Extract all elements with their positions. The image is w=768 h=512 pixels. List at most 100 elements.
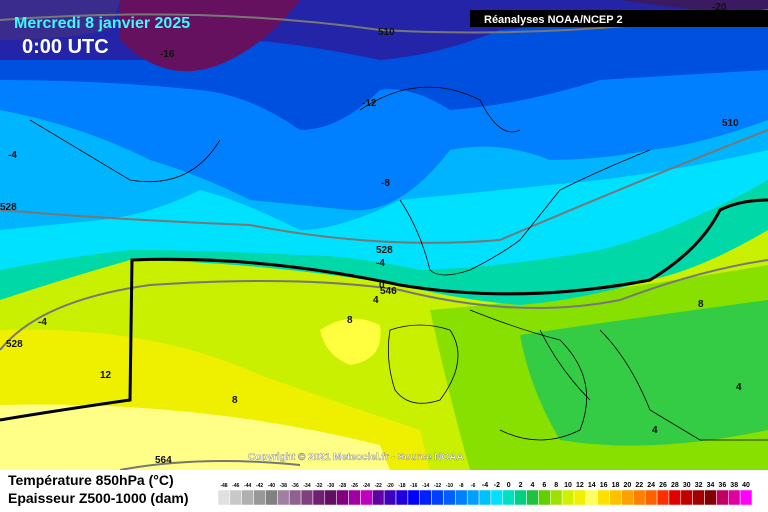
scale-label: 10 [564,482,572,489]
scale-label: -38 [280,483,287,489]
scale-swatch [419,489,432,506]
scale-swatch [217,489,231,506]
scale-swatch [585,489,598,506]
scale-label: 24 [647,482,655,489]
scale-swatch [312,489,326,506]
scale-label: -26 [351,483,358,489]
color-scale: -48 -46 -44 -42 -40 -38 -36 -34 -32 -30 -28 -26 -24 -… [217,482,753,506]
scale-label: -34 [303,483,310,489]
contour-label: 528 [6,339,23,350]
scale-swatch [431,489,444,506]
contour-label: 4 [652,425,658,436]
contour-label: 546 [380,286,397,297]
scale-label: 2 [519,482,523,489]
scale-swatch [300,489,314,506]
scale-swatch [561,489,575,506]
legend-thickness: Epaisseur Z500-1000 (dam) [8,490,189,506]
contour-label: 12 [100,370,112,381]
scale-label: -30 [327,483,334,489]
scale-swatch [395,489,409,506]
scale-label: 26 [659,482,667,489]
contour-label: 564 [155,455,172,466]
scale-swatch [288,489,302,506]
contour-label: 510 [378,27,395,38]
scale-label: 36 [718,482,726,489]
scale-swatch [383,489,397,506]
scale-label: 20 [624,482,632,489]
scale-swatch [692,489,705,506]
contour-label: 528 [376,245,393,256]
scale-label: -28 [339,483,346,489]
contour-label: -4 [8,150,17,161]
scale-label: 16 [600,482,608,489]
contour-label: -12 [362,98,377,109]
scale-label: -16 [410,483,417,489]
scale-swatch [739,489,753,506]
temperature-field [0,0,768,470]
scale-swatch [466,489,480,506]
scale-swatch [372,489,385,506]
scale-swatch [265,489,278,506]
scale-swatch [538,489,551,506]
scale-label: 22 [635,482,643,489]
scale-swatch [716,489,729,506]
scale-label: -48 [220,483,227,489]
scale-swatch [502,489,515,506]
scale-label: -10 [446,483,453,489]
scale-swatch [241,489,254,506]
scale-label: 14 [588,482,596,489]
scale-label: 40 [742,482,750,489]
scale-swatch [360,489,373,506]
coastlines [29,86,768,441]
contour-label: 4 [736,382,742,393]
scale-swatch [597,489,610,506]
scale-label: 8 [554,482,558,489]
copyright: Copyright © 2021 Meteociel.fr - Source N… [248,452,464,463]
scale-swatch [478,489,492,506]
scale-swatch [253,489,266,506]
source: Réanalyses NOAA/NCEP 2 [484,14,623,26]
scale-swatch [609,489,622,506]
contour-label: -4 [376,258,385,269]
map-time: 0:00 UTC [22,36,109,58]
contour-label: -20 [712,2,727,13]
scale-swatch [443,489,456,506]
scale-swatch [573,489,587,506]
map-date: Mercredi 8 janvier 2025 [14,15,190,32]
contour-label: -4 [38,317,47,328]
scale-swatch [550,489,563,506]
scale-label: -32 [315,483,322,489]
zero-isotherm [0,198,768,422]
scale-swatch [704,489,717,506]
scale-swatch [526,489,539,506]
scale-swatch [644,489,658,506]
scale-swatch [490,489,504,506]
scale-swatch [277,489,290,506]
scale-label: 18 [612,482,620,489]
scale-label: -46 [232,483,239,489]
scale-label: -44 [244,483,251,489]
scale-label: 34 [707,482,715,489]
scale-label: 12 [576,482,584,489]
contour-label: -16 [160,49,175,60]
contour-label: 8 [347,315,353,326]
scale-label: 6 [542,482,546,489]
source-box [470,10,768,27]
scale-label: 4 [531,482,535,489]
scale-label: -18 [398,483,405,489]
contour-label: 8 [232,395,238,406]
contour-label: 8 [698,299,704,310]
scale-label: 38 [730,482,738,489]
scale-swatch [728,489,741,506]
scale-label: -24 [363,483,370,489]
scale-label: -14 [422,483,429,489]
contour-label: 0 [379,280,385,291]
scale-label: -8 [459,483,464,489]
scale-swatch [656,489,670,506]
scale-label: -40 [268,483,275,489]
scale-label: -36 [292,483,299,489]
scale-label: -42 [256,483,263,489]
